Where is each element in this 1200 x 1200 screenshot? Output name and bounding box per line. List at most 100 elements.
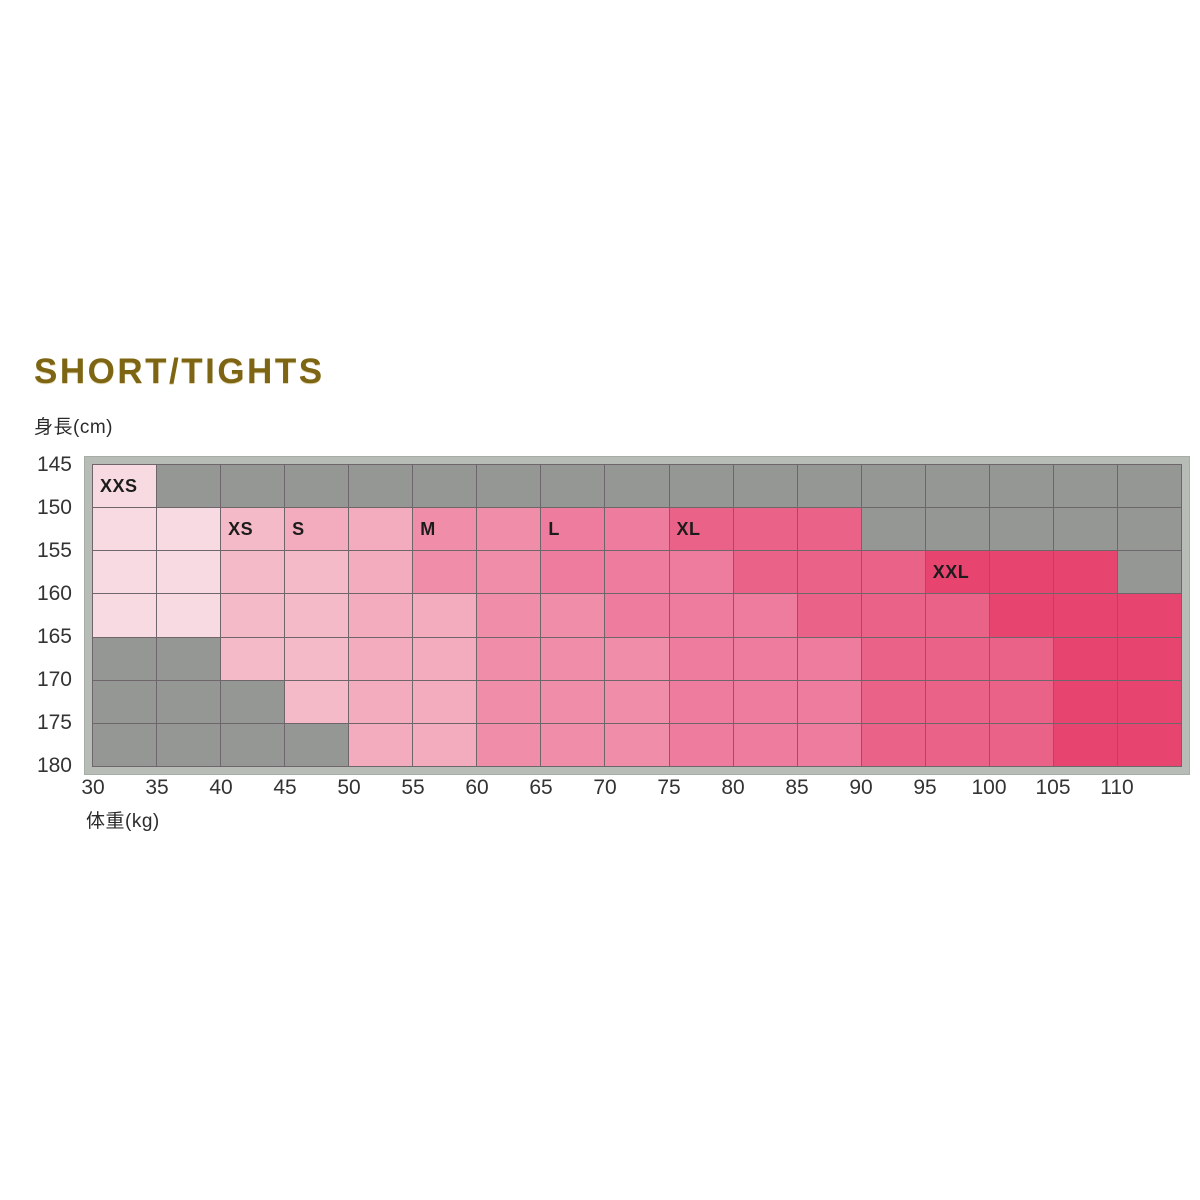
grid-cell-s [349, 680, 413, 723]
grid-cell-na [1053, 508, 1117, 551]
x-tick-75: 75 [657, 776, 681, 799]
grid-cell-na [925, 508, 989, 551]
grid-cell-s [413, 723, 477, 766]
size-label-l: L [548, 519, 560, 540]
grid-cell-xs [285, 637, 349, 680]
grid-cell-s [349, 551, 413, 594]
grid-cell-l [605, 594, 669, 637]
grid-cell-na [733, 465, 797, 508]
grid-cell-xxl [1117, 723, 1181, 766]
grid-cell-xs [221, 637, 285, 680]
grid-cell-s: S [285, 508, 349, 551]
x-tick-90: 90 [849, 776, 873, 799]
size-chart-grid: XXS XS S M L XL XXL [92, 464, 1182, 767]
grid-cell-na [93, 723, 157, 766]
grid-cell-m [605, 680, 669, 723]
x-axis-ticks: 30 35 40 45 50 55 60 65 70 75 80 85 90 95 100 105 110 [81, 774, 1189, 802]
x-tick-30: 30 [81, 776, 105, 799]
grid-cell-xl [989, 680, 1053, 723]
grid-cell-na [541, 465, 605, 508]
grid-cell-na [669, 465, 733, 508]
grid-cell-xxs [93, 551, 157, 594]
grid-cell-m [477, 551, 541, 594]
grid-cell-xl [861, 594, 925, 637]
page-title: SHORT/TIGHTS [34, 352, 325, 391]
grid-cell-l [797, 637, 861, 680]
grid-cell-xs [221, 594, 285, 637]
grid-cell-xl [925, 637, 989, 680]
grid-cell-xl [989, 637, 1053, 680]
size-label-m: M [420, 519, 436, 540]
grid-cell-s [413, 637, 477, 680]
grid-cell-na [1053, 465, 1117, 508]
size-chart-frame: XXS XS S M L XL XXL [84, 456, 1190, 775]
grid-cell-xl: XL [669, 508, 733, 551]
grid-cell-na [285, 465, 349, 508]
x-tick-110: 110 [1100, 776, 1134, 799]
grid-cell-xl [797, 508, 861, 551]
size-label-xs: XS [228, 519, 254, 540]
grid-cell-xxl [1053, 637, 1117, 680]
grid-cell-m [477, 680, 541, 723]
grid-cell-s [349, 508, 413, 551]
grid-cell-xxs: XXS [93, 465, 157, 508]
y-tick-155: 155 [36, 539, 72, 562]
grid-cell-xl [733, 551, 797, 594]
grid-cell-xs: XS [221, 508, 285, 551]
y-tick-145: 145 [36, 453, 72, 476]
grid-cell-xxl [1053, 680, 1117, 723]
grid-cell-xl [925, 594, 989, 637]
grid-cell-m [477, 637, 541, 680]
grid-cell-xxs [157, 508, 221, 551]
grid-cell-s [349, 637, 413, 680]
grid-cell-na [157, 680, 221, 723]
grid-cell-na [157, 637, 221, 680]
grid-cell-na [989, 508, 1053, 551]
y-tick-165: 165 [36, 625, 72, 648]
grid-cell-na [157, 723, 221, 766]
grid-cell-l [733, 680, 797, 723]
size-label-s: S [292, 519, 305, 540]
grid-cell-na [221, 680, 285, 723]
grid-cell-l [669, 637, 733, 680]
x-tick-55: 55 [401, 776, 425, 799]
x-tick-35: 35 [145, 776, 169, 799]
x-tick-60: 60 [465, 776, 489, 799]
x-tick-85: 85 [785, 776, 809, 799]
grid-cell-na [797, 465, 861, 508]
grid-cell-l [733, 594, 797, 637]
size-label-xl: XL [676, 519, 701, 540]
grid-cell-na [925, 465, 989, 508]
grid-cell-na [861, 508, 925, 551]
grid-cell-xxl [1053, 551, 1117, 594]
grid-cell-na [221, 465, 285, 508]
grid-cell-xl [989, 723, 1053, 766]
grid-cell-l: L [541, 508, 605, 551]
y-tick-170: 170 [36, 668, 72, 691]
grid-cell-l [605, 551, 669, 594]
y-axis-title: 身長(cm) [34, 417, 113, 438]
grid-cell-l [669, 680, 733, 723]
y-tick-180: 180 [36, 754, 72, 777]
size-label-xxl: XXL [932, 562, 970, 583]
grid-cell-s [349, 594, 413, 637]
grid-cell-na [1117, 508, 1181, 551]
grid-cell-m [477, 723, 541, 766]
x-tick-65: 65 [529, 776, 553, 799]
grid-cell-m [541, 594, 605, 637]
grid-cell-xl [861, 551, 925, 594]
grid-cell-m [413, 551, 477, 594]
grid-cell-xs [285, 551, 349, 594]
grid-cell-xxl [1053, 723, 1117, 766]
grid-cell-l [669, 551, 733, 594]
grid-cell-xl [925, 680, 989, 723]
grid-cell-xs [285, 680, 349, 723]
grid-cell-na [93, 680, 157, 723]
grid-cell-l [797, 723, 861, 766]
grid-cell-m [477, 508, 541, 551]
x-tick-70: 70 [593, 776, 617, 799]
grid-cell-m: M [413, 508, 477, 551]
grid-cell-xxl [1117, 637, 1181, 680]
grid-cell-m [541, 637, 605, 680]
grid-cell-xxs [157, 594, 221, 637]
